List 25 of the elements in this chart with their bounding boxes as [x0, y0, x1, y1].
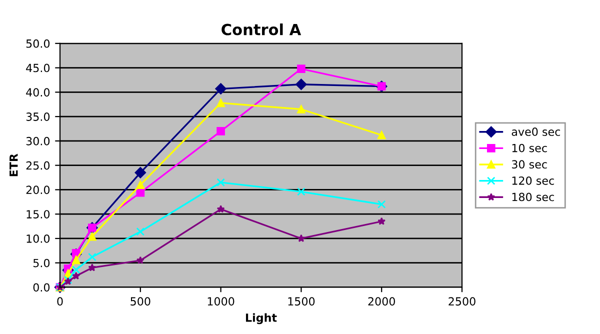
y-tick-label: 15.0 — [26, 210, 50, 218]
y-tick-label: 25.0 — [26, 161, 50, 170]
y-tick-label: 5.0 — [33, 258, 50, 268]
legend-label: 30 sec — [512, 160, 547, 169]
y-tick-label: 10.0 — [26, 234, 50, 243]
legend-label: 120 sec — [512, 176, 554, 185]
chart-title: Control A — [222, 23, 302, 36]
x-tick-label: 500 — [130, 297, 150, 306]
y-tick-label: 30.0 — [26, 136, 50, 146]
x-tick-label: 2000 — [368, 297, 395, 306]
legend-label: 10 sec — [512, 144, 547, 152]
y-tick-label: 20.0 — [26, 186, 50, 194]
y-tick-label: 0.0 — [33, 283, 50, 292]
y-tick-label: 50.0 — [26, 39, 50, 48]
x-tick-label: 1000 — [208, 297, 234, 306]
legend-label: 180 sec — [512, 192, 554, 202]
legend-label: ave0 sec — [512, 128, 560, 136]
y-tick-label: 35.0 — [26, 112, 50, 121]
y-axis-title: ETR — [10, 154, 18, 176]
y-tick-label: 40.0 — [26, 88, 50, 97]
x-tick-label: 2500 — [448, 297, 476, 306]
x-tick-label: 1500 — [288, 297, 315, 306]
x-tick-label: 0 — [57, 297, 63, 306]
x-axis-title: Light — [246, 313, 277, 324]
y-tick-label: 45.0 — [26, 64, 50, 72]
